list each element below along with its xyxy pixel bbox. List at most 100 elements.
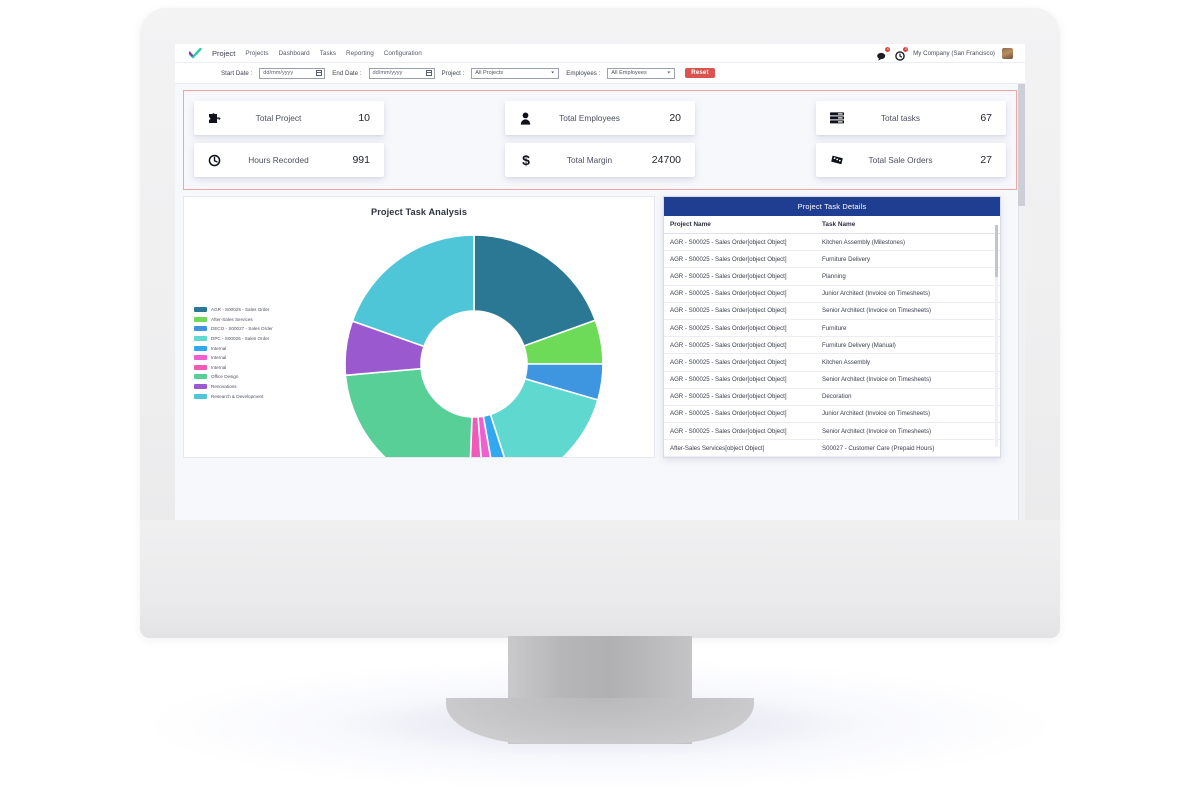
kpi-label: Total tasks [880,113,921,123]
table-row[interactable]: AGR - S00025 - Sales Order[object Object… [664,371,1000,389]
cell-project-name: AGR - S00025 - Sales Order[object Object… [664,422,816,441]
donut-chart-svg[interactable] [329,219,619,458]
project-select-value: All Projects [475,70,504,76]
tag-icon [828,154,845,166]
nav-item-configuration[interactable]: Configuration [383,49,422,57]
cell-task-name: S00027 - Customer Care (Prepaid Hours) [816,439,1000,457]
calendar-icon[interactable] [316,70,323,76]
legend-item[interactable]: Renovations [194,382,273,392]
user-avatar[interactable] [1002,47,1013,59]
end-date-input[interactable]: dd/mm/yyyy [368,67,435,79]
nav-item-tasks[interactable]: Tasks [319,49,337,57]
cell-task-name: Kitchen Assembly (Milestones) [816,233,1000,252]
cell-task-name: Senior Architect (Invoice on Timesheets) [816,422,1000,441]
chevron-down-icon: ▼ [666,70,672,76]
project-select[interactable]: All Projects ▼ [471,67,560,79]
cell-project-name: AGR - S00025 - Sales Order[object Object… [664,371,816,389]
nav-item-dashboard[interactable]: Dashboard [278,49,310,57]
legend-swatch [194,345,207,351]
legend-item[interactable]: After-Sales Services [194,315,273,325]
calendar-icon[interactable] [425,70,432,76]
legend-item[interactable]: DECO - S00027 - Sales Order [194,324,273,334]
filter-bar: Start Date : dd/mm/yyyy End Date : dd/mm… [175,63,1025,84]
chart-legend: AGR - S00025 - Sales Order After-Sales Se… [194,305,273,401]
kpi-card-total-project[interactable]: Total Project 10 [194,101,384,135]
table-scrollbar-thumb[interactable] [995,225,998,277]
svg-text:$: $ [522,153,530,167]
donut-slice[interactable] [489,377,599,458]
legend-item[interactable]: AGR - S00025 - Sales Order [194,305,273,315]
company-name[interactable]: My Company (San Francisco) [913,49,995,57]
legend-item[interactable]: DPC - S00026 - Sales Order [194,334,273,344]
odoo-navbar: Project Projects Dashboard Tasks Reporti… [175,44,1025,63]
table-row[interactable]: AGR - S00025 - Sales Order[object Object… [664,405,1000,424]
project-task-table: Project Name Task Name AGR - S00025 - Sa… [664,216,1000,457]
table-row[interactable]: AGR - S00025 - Sales Order[object Object… [664,285,1000,303]
kpi-card-total-employees[interactable]: Total Employees 20 [505,101,695,135]
cell-project-name: AGR - S00025 - Sales Order[object Object… [664,353,816,372]
table-header: Project Name Task Name [664,216,1000,234]
legend-item[interactable]: Internal [194,363,273,373]
nav-item-projects[interactable]: Projects [245,49,269,57]
project-task-details-card: Project Task Details Project Name Task N… [663,196,1001,458]
start-date-input[interactable]: dd/mm/yyyy [259,67,326,79]
legend-swatch [194,326,207,332]
page-scrollbar-thumb[interactable] [1018,84,1025,206]
page-scrollbar[interactable]: ▲ [1018,84,1025,520]
kpi-value: 991 [352,154,370,166]
nav-item-reporting[interactable]: Reporting [346,49,374,57]
legend-label: DPC - S00026 - Sales Order [211,336,270,342]
kpi-card-total-margin[interactable]: $ Total Margin 24700 [505,143,695,177]
table-row[interactable]: AGR - S00025 - Sales Order[object Object… [664,353,1000,372]
navbar-brand[interactable]: Project [212,48,236,58]
clock-activity-icon[interactable]: 3 [895,47,909,61]
table-row[interactable]: AGR - S00025 - Sales Order[object Object… [664,302,1000,320]
legend-item[interactable]: Internal [194,353,273,363]
kpi-value: 10 [358,112,370,124]
kpi-card-total-tasks[interactable]: Total tasks 67 [816,101,1006,135]
kpi-card-hours-recorded[interactable]: Hours Recorded 991 [194,143,384,177]
table-row[interactable]: AGR - S00025 - Sales Order[object Object… [664,267,1000,286]
table-row[interactable]: AGR - S00025 - Sales Order[object Object… [664,388,1000,406]
table-row[interactable]: AGR - S00025 - Sales Order[object Object… [664,250,1000,269]
chat-bubble-icon[interactable]: 4 [877,47,891,61]
column-header-task-name[interactable]: Task Name [816,216,1000,234]
donut-chart[interactable] [329,219,619,458]
column-header-project-name[interactable]: Project Name [664,216,816,234]
legend-label: Internal [211,345,227,351]
user-icon [517,112,534,125]
cell-task-name: Senior Architect (Invoice on Timesheets) [816,371,1000,389]
table-scrollbar[interactable] [995,225,998,447]
reset-button[interactable]: Reset [685,68,715,78]
legend-item[interactable]: Research & Development [194,391,273,401]
project-label: Project : [441,69,465,77]
odoo-check-logo-icon[interactable] [189,47,202,59]
cell-task-name: Decoration [816,388,1000,406]
donut-slice[interactable] [351,234,475,348]
kpi-row-bottom: Hours Recorded 991 $ Total Margin 24700 … [188,139,1012,181]
legend-swatch [194,355,207,361]
table-row[interactable]: AGR - S00025 - Sales Order[object Object… [664,319,1000,338]
employees-select[interactable]: All Employees ▼ [607,67,676,79]
kpi-label: Total Sale Orders [868,155,933,165]
cell-project-name: AGR - S00025 - Sales Order[object Object… [664,336,816,355]
legend-swatch [194,384,207,390]
donut-slice[interactable] [344,367,473,458]
table-row[interactable]: After-Sales Services[object Object] S0002… [664,439,1000,457]
legend-item[interactable]: Internal [194,343,273,353]
end-date-value: dd/mm/yyyy [372,70,403,76]
table-title: Project Task Details [664,197,1000,216]
table-row[interactable]: AGR - S00025 - Sales Order[object Object… [664,336,1000,355]
donut-slice[interactable] [473,234,597,348]
table-row[interactable]: AGR - S00025 - Sales Order[object Object… [664,422,1000,441]
start-date-label: Start Date : [221,69,253,77]
table-row[interactable]: AGR - S00025 - Sales Order[object Object… [664,233,1000,252]
cell-task-name: Kitchen Assembly [816,353,1000,372]
kpi-card-total-sale-orders[interactable]: Total Sale Orders 27 [816,143,1006,177]
cell-project-name: AGR - S00025 - Sales Order[object Object… [664,250,816,269]
cell-task-name: Furniture Delivery (Manual) [816,336,1000,355]
cell-project-name: AGR - S00025 - Sales Order[object Object… [664,233,816,252]
kpi-value: 24700 [651,154,681,166]
lower-section: Project Task Analysis AGR - S00025 - Sal… [175,190,1025,458]
legend-item[interactable]: Office Design [194,372,273,382]
